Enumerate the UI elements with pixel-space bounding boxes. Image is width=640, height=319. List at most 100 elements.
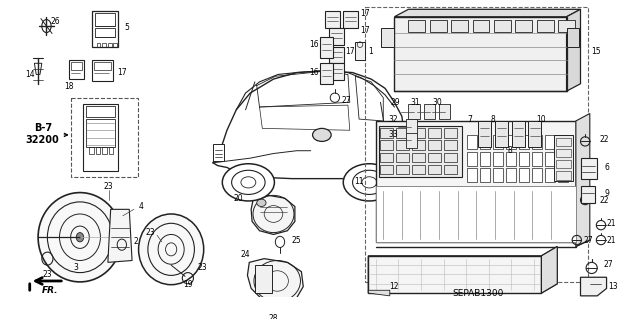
Polygon shape xyxy=(251,195,295,234)
Bar xyxy=(558,168,568,182)
Bar xyxy=(467,135,477,149)
Bar xyxy=(86,106,115,117)
Polygon shape xyxy=(576,114,590,247)
Bar xyxy=(380,128,394,138)
Bar xyxy=(472,20,490,32)
Bar xyxy=(580,158,597,179)
Bar xyxy=(109,147,113,154)
Bar xyxy=(343,11,358,28)
Bar xyxy=(480,152,490,166)
Bar xyxy=(381,28,394,47)
Text: 22: 22 xyxy=(599,135,609,144)
Text: 27: 27 xyxy=(604,260,613,269)
Text: 19: 19 xyxy=(183,280,193,289)
Bar xyxy=(467,168,477,182)
Text: 26: 26 xyxy=(51,17,61,26)
Text: 18: 18 xyxy=(64,82,74,91)
Bar xyxy=(493,168,503,182)
Text: 2: 2 xyxy=(133,237,138,246)
Bar xyxy=(556,160,572,168)
Text: 5: 5 xyxy=(124,23,129,33)
Text: 22: 22 xyxy=(599,196,609,204)
Bar xyxy=(519,135,529,149)
Text: FR.: FR. xyxy=(42,286,58,295)
Bar xyxy=(94,62,111,70)
Bar xyxy=(412,152,425,162)
Bar xyxy=(89,147,94,154)
Polygon shape xyxy=(566,9,580,91)
Bar xyxy=(380,165,394,174)
Bar xyxy=(396,128,410,138)
Bar xyxy=(83,104,118,171)
Bar xyxy=(480,135,490,149)
Bar xyxy=(556,171,572,180)
Bar xyxy=(70,98,138,177)
Text: 10: 10 xyxy=(536,115,547,123)
Text: 23: 23 xyxy=(104,182,114,190)
Bar xyxy=(412,140,425,150)
Bar xyxy=(515,20,532,32)
Text: 16: 16 xyxy=(310,68,319,77)
Bar xyxy=(396,165,410,174)
Text: 27: 27 xyxy=(341,96,351,105)
Bar xyxy=(444,152,457,162)
Bar xyxy=(430,20,447,32)
Bar xyxy=(556,138,572,146)
Bar xyxy=(467,152,477,166)
Text: 17: 17 xyxy=(345,47,355,56)
Polygon shape xyxy=(248,259,303,303)
Text: 23: 23 xyxy=(197,263,207,272)
Ellipse shape xyxy=(76,233,84,242)
Bar xyxy=(320,37,333,58)
Bar xyxy=(408,104,420,119)
Text: 25: 25 xyxy=(292,235,301,245)
Bar xyxy=(394,17,566,91)
Text: 28: 28 xyxy=(269,314,278,319)
Bar xyxy=(545,135,556,149)
Bar xyxy=(92,11,118,47)
Text: 30: 30 xyxy=(432,98,442,107)
Bar xyxy=(444,140,457,150)
Bar xyxy=(428,128,441,138)
Bar xyxy=(529,121,541,147)
Bar xyxy=(396,152,410,162)
Text: 9: 9 xyxy=(604,189,609,198)
Bar xyxy=(379,126,462,177)
Text: 31: 31 xyxy=(411,98,420,107)
Text: 29: 29 xyxy=(390,98,400,107)
Bar xyxy=(213,144,224,161)
Bar xyxy=(406,119,417,134)
Bar xyxy=(493,152,503,166)
Bar xyxy=(451,20,468,32)
Ellipse shape xyxy=(38,193,122,282)
Bar xyxy=(495,121,508,147)
Bar xyxy=(70,62,82,70)
Text: 33: 33 xyxy=(388,130,398,139)
Bar xyxy=(428,152,441,162)
Text: SEPAB1300: SEPAB1300 xyxy=(452,290,504,299)
Bar xyxy=(556,149,572,157)
Text: B-7: B-7 xyxy=(34,123,52,133)
Text: 7: 7 xyxy=(468,115,472,123)
Text: 21: 21 xyxy=(607,235,616,245)
Bar xyxy=(108,43,111,48)
Ellipse shape xyxy=(222,164,275,201)
Ellipse shape xyxy=(312,128,331,141)
Bar xyxy=(376,186,576,242)
Text: 1: 1 xyxy=(368,47,372,56)
Bar xyxy=(330,63,344,80)
Polygon shape xyxy=(369,290,390,296)
Bar xyxy=(558,20,575,32)
Bar xyxy=(320,63,333,84)
Bar xyxy=(408,20,425,32)
Bar xyxy=(478,121,491,147)
Bar xyxy=(558,135,568,149)
Text: 23: 23 xyxy=(146,228,156,237)
Bar xyxy=(365,7,588,282)
Bar xyxy=(355,42,365,61)
Text: 4: 4 xyxy=(139,202,144,211)
Text: 32: 32 xyxy=(388,115,398,123)
Text: 17: 17 xyxy=(360,9,369,18)
Text: 27: 27 xyxy=(583,235,593,245)
Bar xyxy=(545,168,556,182)
